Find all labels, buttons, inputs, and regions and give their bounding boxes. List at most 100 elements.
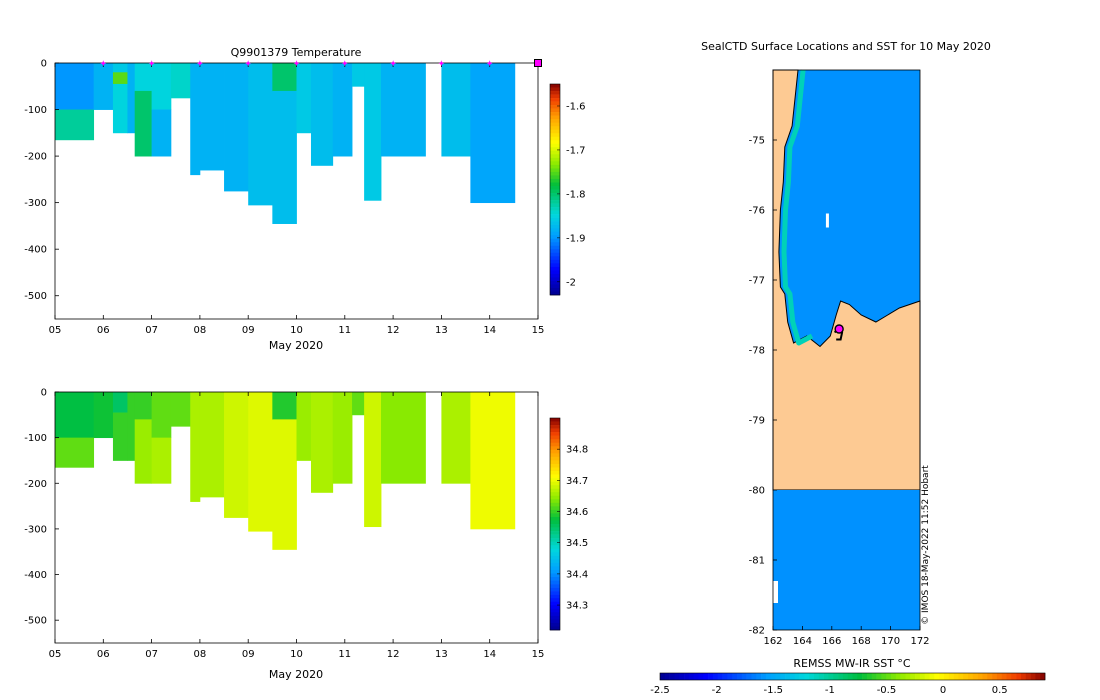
colorbar-segment [550,619,560,624]
colorbar-segment [550,221,560,225]
data-cell [112,412,128,461]
data-cell [470,63,516,204]
sst-colorbar-tick-label: -2.5 [650,685,670,696]
colorbar-segment [550,273,560,278]
sst-colorbar-segment [996,673,1002,680]
colorbar-segment [550,587,560,592]
colorbar-segment [550,256,560,261]
colorbar-segment [550,193,560,197]
sst-colorbar-segment [684,673,690,680]
sst-colorbar-tick-label: -1.5 [763,685,783,696]
x-tick-label: 12 [387,649,400,660]
map-y-tick-label: -80 [749,486,765,497]
map-y-tick-label: -77 [749,276,765,287]
colorbar-segment [550,499,560,504]
colorbar-segment [550,531,560,535]
colorbar-segment [550,478,560,482]
colorbar-segment [550,126,560,131]
temperature-xlabel: May 2020 [269,339,323,352]
colorbar-segment [550,425,560,429]
colorbar-segment [550,115,560,120]
data-cell [296,63,312,134]
sst-colorbar-segment [688,673,694,680]
colorbar-segment [550,161,560,166]
colorbar-segment [550,263,560,268]
x-tick-label: 08 [194,649,207,660]
data-cell [151,63,172,110]
colorbar-segment [550,471,560,475]
sst-colorbar-segment [756,673,762,680]
data-cell [190,392,201,502]
x-tick-label: 07 [145,649,158,660]
colorbar-segment [550,231,560,236]
colorbar-segment [550,591,560,595]
data-cell [55,392,95,439]
imos-credit: © IMOS 18-May-2022 11:52 Hobart [921,465,931,625]
data-cell [112,63,128,73]
colorbar-segment [550,548,560,553]
missing-data [773,581,778,603]
sst-colorbar-segment [785,673,791,680]
colorbar-segment [550,133,560,138]
data-cell [134,392,152,420]
data-cell [272,90,297,224]
sst-colorbar-segment [866,673,873,680]
colorbar-segment [550,598,560,603]
colorbar-segment [550,442,560,447]
colorbar-segment [550,418,560,422]
sst-colorbar-segment [1006,673,1012,680]
colorbar-segment [550,506,560,511]
sst-colorbar-segment [934,673,940,680]
sst-colorbar-segment [982,673,988,680]
sst-colorbar-segment [886,673,892,680]
colorbar-segment [550,242,560,247]
map-y-tick-label: -82 [749,626,765,637]
sst-colorbar-segment [977,673,983,680]
colorbar-segment [550,157,560,162]
salinity-xlabel: May 2020 [269,668,323,681]
colorbar-segment [550,520,560,525]
data-cell [381,392,426,484]
colorbar-segment [550,439,560,444]
colorbar-segment [550,228,560,232]
sst-colorbar-segment [963,673,969,680]
y-tick-label: -400 [24,245,47,256]
sst-map-panel: SealCTD Surface Locations and SST for 10… [650,40,1046,696]
colorbar-segment [550,608,560,613]
sst-colorbar-segment [789,673,796,680]
coastal-sst-fringe [781,69,814,346]
colorbar-segment [550,249,560,254]
sst-colorbar-segment [674,673,680,680]
data-cell [441,392,471,484]
sst-colorbar-segment [1025,673,1031,680]
map-y-tick-label: -76 [749,206,765,217]
colorbar-segment [550,91,560,95]
sst-colorbar-segment [722,673,728,680]
colorbar-segment [550,580,560,585]
sst-colorbar-segment [693,673,699,680]
x-tick-label: 15 [532,649,545,660]
sst-colorbar-tick-label: -2 [712,685,722,696]
sst-colorbar-segment [818,673,824,680]
sst-colorbar-segment [660,673,666,680]
sst-colorbar-segment [664,673,670,680]
y-tick-label: -100 [24,433,47,444]
colorbar-segment [550,224,560,229]
sst-colorbar-segment [833,673,839,680]
colorbar-segment [550,601,560,606]
colorbar-segment [550,453,560,458]
data-cell [112,401,128,413]
latest-profile-marker [534,59,542,67]
sst-colorbar-segment [708,673,714,680]
data-cell [352,63,365,87]
colorbar-segment [550,189,560,194]
data-cell [93,392,114,439]
x-tick-label: 10 [290,649,303,660]
sst-colorbar-segment [953,673,959,680]
data-cell [248,392,273,532]
colorbar-segment [550,291,560,296]
map-y-tick-label: -75 [749,136,765,147]
x-tick-label: 14 [483,325,496,336]
colorbar-segment [550,164,560,169]
y-tick-label: -400 [24,570,47,581]
